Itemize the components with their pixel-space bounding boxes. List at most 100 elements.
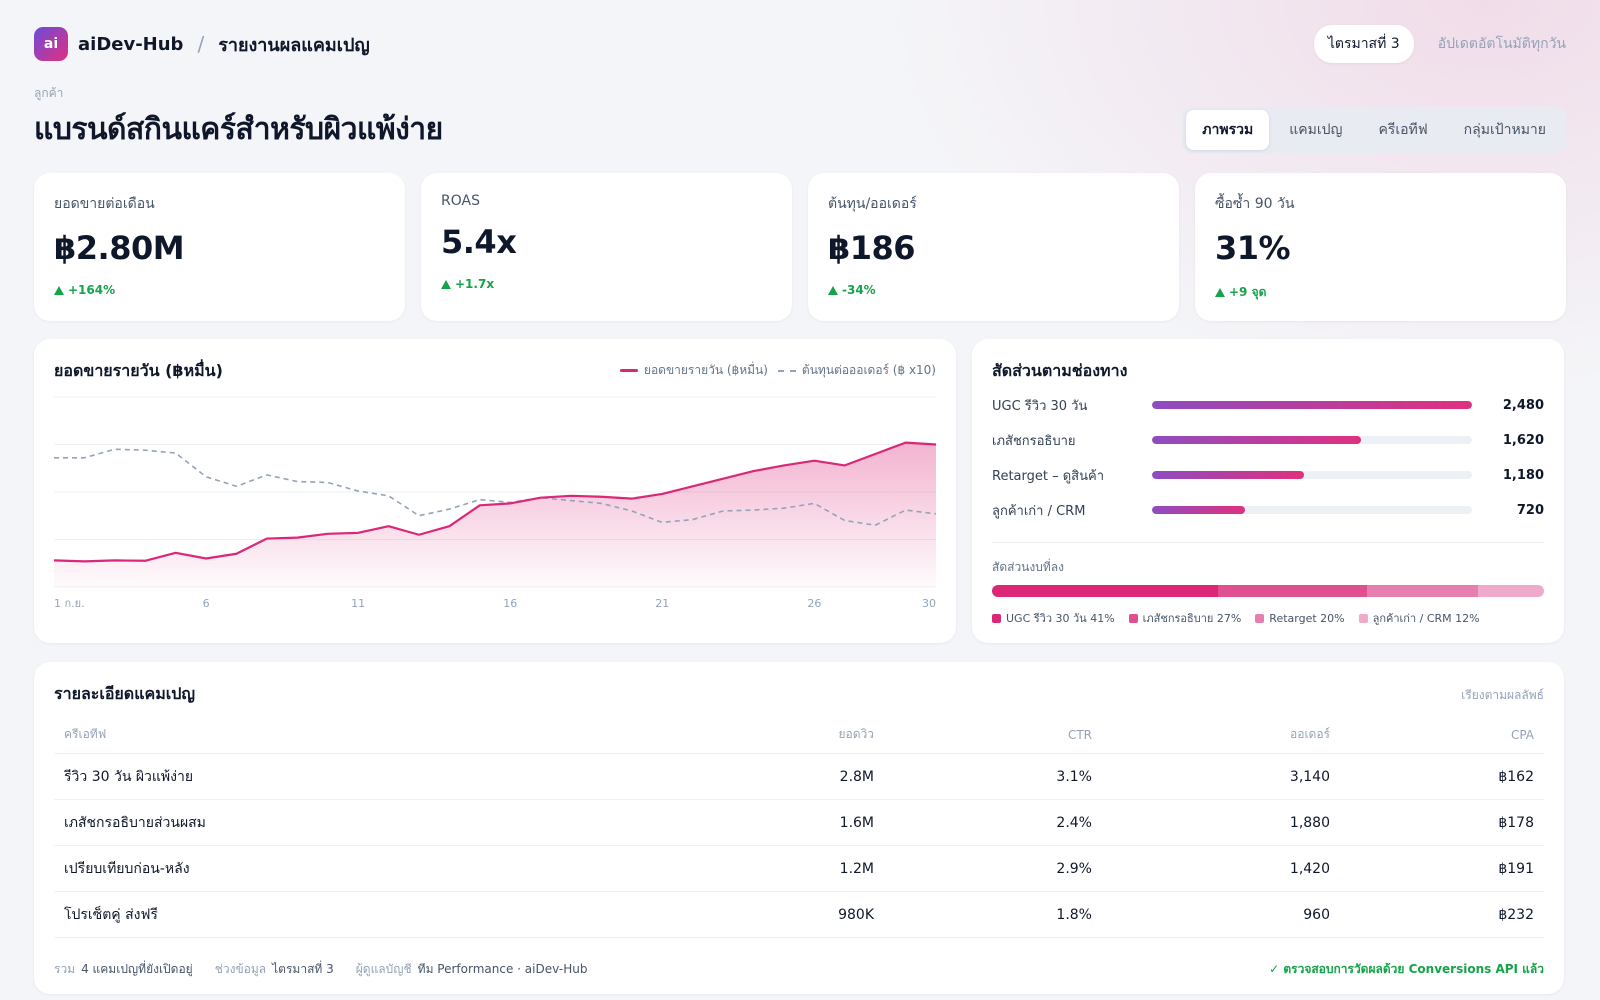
- cell-views: 2.8M: [839, 768, 874, 785]
- channel-mix-card: สัดส่วนตามช่องทาง UGC รีวิว 30 วัน 2,480…: [972, 339, 1564, 643]
- cell-cpa: ฿178: [1498, 814, 1534, 831]
- table-row[interactable]: เภสัชกรอธิบายส่วนผสม 1.6M 2.4% 1,880 ฿17…: [54, 800, 1544, 846]
- legend-swatch-icon: [1128, 613, 1138, 623]
- legend-item-cost: ต้นทุนต่อออเดอร์ (฿ x10): [777, 361, 936, 380]
- channel-bar-fill: [1152, 401, 1472, 409]
- channel-mix-title: สัดส่วนตามช่องทาง: [992, 361, 1128, 380]
- kpi-card-roas: ROAS 5.4x +1.7x: [421, 173, 792, 321]
- channel-label: UGC รีวิว 30 วัน: [992, 398, 1088, 414]
- kpi-label: ROAS: [441, 193, 480, 209]
- kpi-value: ฿186: [828, 229, 916, 267]
- cell-views: 1.2M: [839, 860, 874, 877]
- tab-audiences[interactable]: กลุ่มเป้าหมาย: [1463, 122, 1546, 138]
- cell-views: 980K: [838, 906, 874, 923]
- channel-value: 1,620: [1502, 432, 1544, 448]
- daily-sales-chart: 1 ก.ย. 6 11 16 21 26 30: [53, 396, 937, 610]
- budget-legend-label: ลูกค้าเก่า / CRM 12%: [1372, 612, 1480, 625]
- campaign-table-title: รายละเอียดแคมเปญ: [54, 684, 196, 703]
- cell-orders: 1,880: [1289, 814, 1330, 831]
- x-tick-label: 11: [351, 597, 365, 610]
- footer-range-value: ไตรมาสที่ 3: [272, 962, 334, 976]
- budget-share-label: สัดส่วนงบที่ลง: [992, 560, 1064, 574]
- client-label: ลูกค้า: [34, 86, 64, 100]
- column-header-orders[interactable]: ออเดอร์: [1290, 727, 1330, 741]
- kpi-delta: -34%: [828, 283, 1159, 297]
- kpi-delta-text: -34%: [842, 283, 876, 297]
- kpi-card-monthly-sales: ยอดขายต่อเดือน ฿2.80M +164%: [34, 173, 405, 321]
- cell-orders: 3,140: [1289, 768, 1330, 785]
- cell-ctr: 3.1%: [1056, 768, 1092, 785]
- divider: [992, 542, 1544, 543]
- cell-creative: โปรเซ็ตคู่ ส่งฟรี: [64, 906, 158, 923]
- cell-ctr: 2.4%: [1056, 814, 1092, 831]
- kpi-delta: +164%: [54, 283, 385, 297]
- cell-creative: รีวิว 30 วัน ผิวแพ้ง่าย: [64, 768, 194, 785]
- budget-segment: [1367, 585, 1478, 597]
- cost-per-order-line: [54, 448, 937, 527]
- trend-up-icon: [828, 285, 838, 295]
- sort-selector[interactable]: เรียงตามผลลัพธ์: [1461, 688, 1544, 702]
- kpi-delta: +9 จุด: [1215, 283, 1546, 302]
- legend-swatch-icon: [992, 613, 1001, 623]
- cell-ctr: 2.9%: [1056, 860, 1092, 877]
- footer-owner-value: ทีม Performance · aiDev-Hub: [417, 962, 588, 976]
- x-tick-label: 30: [922, 597, 936, 610]
- x-tick-label: 1 ก.ย.: [54, 597, 85, 610]
- auto-update-note: อัปเดตอัตโนมัติทุกวัน: [1437, 36, 1566, 52]
- channel-bar-track: [1152, 471, 1472, 479]
- brand-logo[interactable]: ai: [34, 27, 68, 61]
- channel-bar-fill: [1152, 471, 1305, 479]
- channel-row: UGC รีวิว 30 วัน 2,480: [992, 395, 1544, 415]
- chart-legend: ยอดขายรายวัน (฿หมื่น) ต้นทุนต่อออเดอร์ (…: [619, 361, 936, 380]
- legend-label: ต้นทุนต่อออเดอร์ (฿ x10): [801, 363, 936, 377]
- column-header-cpa[interactable]: CPA: [1510, 727, 1534, 742]
- tab-campaigns[interactable]: แคมเปญ: [1289, 122, 1343, 138]
- footer-total-value: 4 แคมเปญที่ยังเปิดอยู่: [81, 962, 193, 976]
- trend-up-icon: [441, 279, 451, 289]
- budget-legend-label: เภสัชกรอธิบาย 27%: [1142, 612, 1242, 625]
- brand-name[interactable]: aiDev-Hub: [78, 33, 184, 55]
- channel-bar-fill: [1152, 506, 1245, 514]
- legend-dashed-line-icon: [777, 369, 796, 372]
- footer-range-key: ช่วงข้อมูล: [214, 962, 267, 976]
- kpi-value: 31%: [1215, 229, 1291, 267]
- channel-row: Retarget – ดูสินค้า 1,180: [992, 465, 1544, 485]
- view-tabs: ภาพรวม แคมเปญ ครีเอทีฟ กลุ่มเป้าหมาย: [1182, 107, 1566, 153]
- cell-creative: เภสัชกรอธิบายส่วนผสม: [64, 814, 206, 831]
- table-header-row: ครีเอทีฟ ยอดวิว CTR ออเดอร์ CPA: [54, 716, 1544, 754]
- kpi-delta-text: +164%: [68, 283, 116, 297]
- column-header-ctr[interactable]: CTR: [1067, 727, 1092, 742]
- cell-views: 1.6M: [839, 814, 874, 831]
- channel-value: 720: [1516, 502, 1544, 518]
- quarter-selector[interactable]: ไตรมาสที่ 3: [1313, 25, 1414, 63]
- column-header-views[interactable]: ยอดวิว: [838, 727, 874, 741]
- channel-row: เภสัชกรอธิบาย 1,620: [992, 430, 1544, 450]
- kpi-delta-text: +9 จุด: [1229, 285, 1267, 299]
- channel-bar-track: [1152, 506, 1472, 514]
- channel-bar-fill: [1152, 436, 1361, 444]
- legend-label: ยอดขายรายวัน (฿หมื่น): [643, 363, 768, 377]
- budget-legend-label: Retarget 20%: [1269, 611, 1345, 625]
- cell-orders: 1,420: [1289, 860, 1330, 877]
- x-tick-label: 21: [655, 597, 669, 610]
- tab-overview[interactable]: ภาพรวม: [1186, 110, 1270, 150]
- channel-row: ลูกค้าเก่า / CRM 720: [992, 500, 1544, 520]
- table-row[interactable]: เปรียบเทียบก่อน-หลัง 1.2M 2.9% 1,420 ฿19…: [54, 846, 1544, 892]
- channel-bar-track: [1152, 436, 1472, 444]
- channel-label: เภสัชกรอธิบาย: [992, 433, 1076, 449]
- budget-share-bar: [992, 585, 1544, 597]
- budget-legend-label: UGC รีวิว 30 วัน 41%: [1006, 612, 1115, 625]
- footer-owner-key: ผู้ดูแลบัญชี: [355, 962, 412, 976]
- kpi-label: ต้นทุน/ออเดอร์: [828, 196, 917, 212]
- tab-creatives[interactable]: ครีเอทีฟ: [1378, 122, 1428, 138]
- legend-swatch-icon: [1358, 613, 1368, 623]
- table-row[interactable]: รีวิว 30 วัน ผิวแพ้ง่าย 2.8M 3.1% 3,140 …: [54, 754, 1544, 800]
- channel-bar-track: [1152, 401, 1472, 409]
- footer-total-key: รวม: [54, 962, 76, 976]
- budget-legend-item: เภสัชกรอธิบาย 27%: [1128, 609, 1242, 627]
- table-row[interactable]: โปรเซ็ตคู่ ส่งฟรี 980K 1.8% 960 ฿232: [54, 892, 1544, 938]
- campaign-details-card: รายละเอียดแคมเปญ เรียงตามผลลัพธ์ ครีเอที…: [34, 662, 1564, 994]
- column-header-creative[interactable]: ครีเอทีฟ: [64, 727, 107, 741]
- cell-cpa: ฿232: [1498, 906, 1534, 923]
- table-footer: รวม 4 แคมเปญที่ยังเปิดอยู่ ช่วงข้อมูล ไตรม…: [54, 960, 1544, 979]
